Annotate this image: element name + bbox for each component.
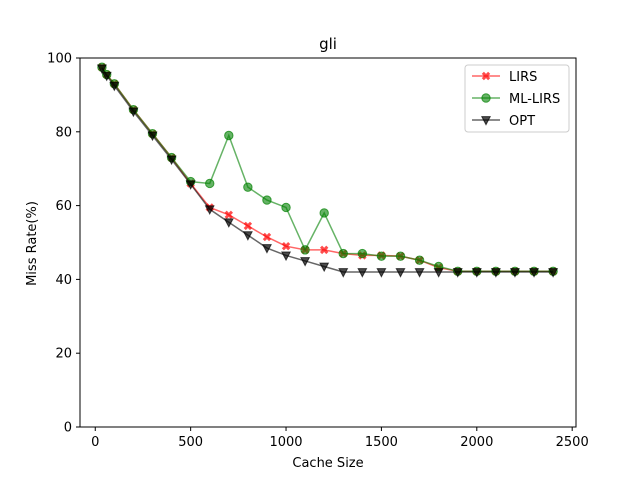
x-tick-label: 0	[91, 435, 99, 450]
lirs-point	[243, 221, 253, 231]
ml-lirs-point	[224, 130, 234, 141]
ml-lirs-point	[243, 182, 253, 192]
chart-title: gli	[319, 35, 337, 53]
opt-point	[376, 268, 387, 278]
opt-point	[319, 262, 330, 273]
opt-point	[471, 268, 482, 278]
axes-layer: 0 500 1000 1500 2000 2500 0 20 40 60 80 100	[47, 52, 589, 451]
x-tick-label: 1000	[269, 435, 302, 450]
ml-lirs-point	[395, 251, 406, 261]
ml-lirs-point	[300, 245, 310, 255]
opt-point	[433, 268, 444, 278]
ml-lirs-point	[319, 208, 329, 218]
opt-point	[529, 268, 540, 278]
opt-point	[96, 64, 107, 75]
opt-point	[242, 231, 253, 241]
y-tick-label: 60	[55, 199, 72, 214]
opt-point	[357, 268, 368, 278]
legend-label-lirs: LIRS	[509, 70, 537, 85]
opt-point	[109, 81, 120, 92]
opt-point	[414, 268, 425, 278]
opt-point	[223, 218, 234, 228]
opt-point	[185, 180, 196, 190]
ml-lirs-point	[357, 248, 368, 259]
legend-box	[464, 64, 570, 133]
opt-point	[548, 268, 559, 278]
ml-lirs-point	[376, 251, 387, 261]
x-tick-label: 500	[178, 435, 203, 450]
opt-line	[101, 67, 554, 273]
opt-point	[490, 268, 501, 278]
opt-point	[452, 268, 463, 278]
y-axis-label: Miss Rate(%)	[25, 201, 40, 286]
y-tick-label: 40	[55, 273, 72, 288]
ml-lirs-point	[205, 178, 215, 189]
lirs-point	[262, 232, 272, 242]
y-tick-label: 20	[55, 347, 72, 362]
legend: LIRS ML-LIRS OPT	[464, 64, 570, 133]
opt-point	[300, 257, 311, 267]
series-opt	[96, 64, 559, 278]
legend-marker-opt	[480, 116, 492, 126]
opt-point	[204, 205, 215, 215]
x-tick-label: 1500	[365, 435, 398, 450]
y-tick-label: 0	[64, 421, 72, 436]
opt-point	[128, 107, 139, 118]
ml-lirs-point	[281, 202, 291, 213]
x-tick-label: 2500	[556, 435, 589, 450]
lirs-point	[281, 241, 291, 251]
x-axis-label: Cache Size	[292, 456, 363, 471]
ml-lirs-point	[338, 248, 348, 259]
legend-label-ml-lirs: ML-LIRS	[509, 92, 560, 107]
plot-frame	[79, 57, 577, 428]
opt-point	[147, 131, 158, 142]
opt-point	[101, 71, 112, 82]
opt-point	[509, 268, 520, 278]
y-tick-label: 80	[55, 125, 72, 140]
opt-point	[261, 244, 272, 254]
x-tick-label: 2000	[460, 435, 493, 450]
lirs-point	[319, 245, 329, 255]
y-tick-label: 100	[47, 52, 72, 67]
legend-marker-lirs	[481, 71, 491, 81]
opt-point	[281, 251, 292, 262]
ml-lirs-point	[262, 195, 272, 205]
opt-point	[395, 268, 406, 278]
legend-label-opt: OPT	[509, 114, 535, 129]
opt-point	[338, 268, 349, 278]
legend-marker-ml-lirs	[481, 93, 491, 103]
opt-point	[166, 155, 177, 166]
ml-lirs-point	[414, 255, 425, 265]
lirs-point	[224, 210, 233, 220]
plot-layer	[96, 62, 559, 278]
